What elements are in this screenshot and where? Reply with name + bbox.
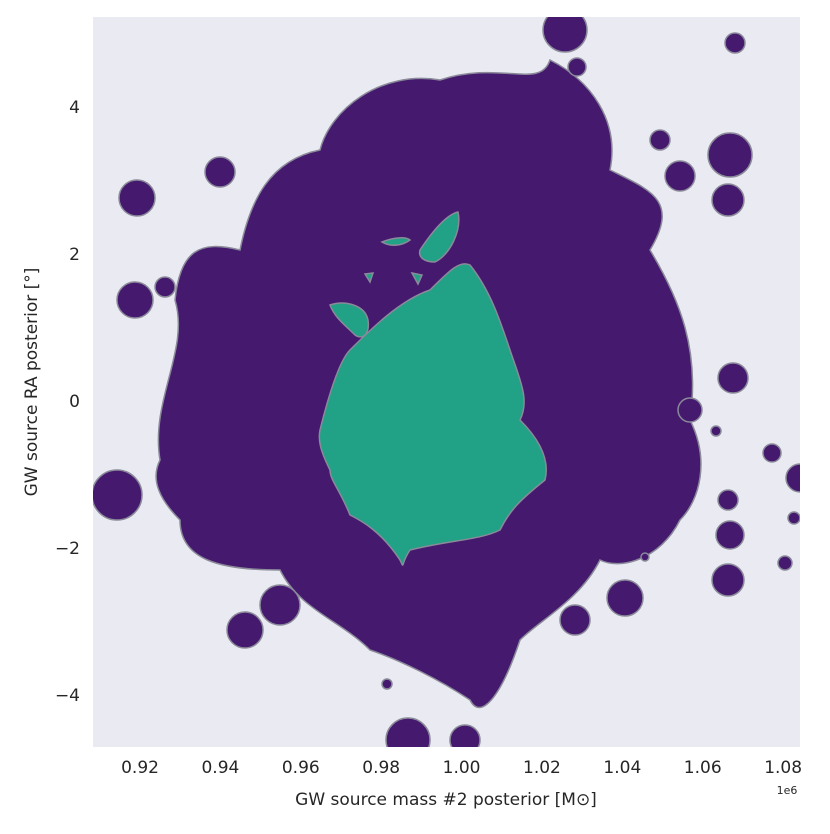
y-tick-label: 2: [69, 245, 80, 265]
y-tick-label: 0: [69, 392, 80, 412]
x-tick-label: 1.04: [603, 758, 641, 778]
x-tick-label: 0.92: [121, 758, 159, 778]
y-tick-label: −4: [55, 686, 80, 706]
x-tick-label: 0.94: [201, 758, 239, 778]
x-tick-label: 1.08: [764, 758, 802, 778]
x-offset-label: 1e6: [777, 784, 798, 797]
x-tick-label: 0.98: [362, 758, 400, 778]
y-tick-label: −2: [55, 539, 80, 559]
contours: [93, 17, 800, 747]
x-tick-label: 1.02: [523, 758, 561, 778]
x-axis-label: GW source mass #2 posterior [M⊙]: [295, 790, 597, 810]
x-tick-label: 0.96: [282, 758, 320, 778]
contour-region: [318, 263, 547, 566]
y-tick-label: 4: [69, 98, 80, 118]
y-axis-label: GW source RA posterior [°]: [22, 268, 42, 497]
x-tick-label: 1.00: [443, 758, 481, 778]
x-tick-label: 1.06: [684, 758, 722, 778]
inner-level: [318, 211, 547, 566]
